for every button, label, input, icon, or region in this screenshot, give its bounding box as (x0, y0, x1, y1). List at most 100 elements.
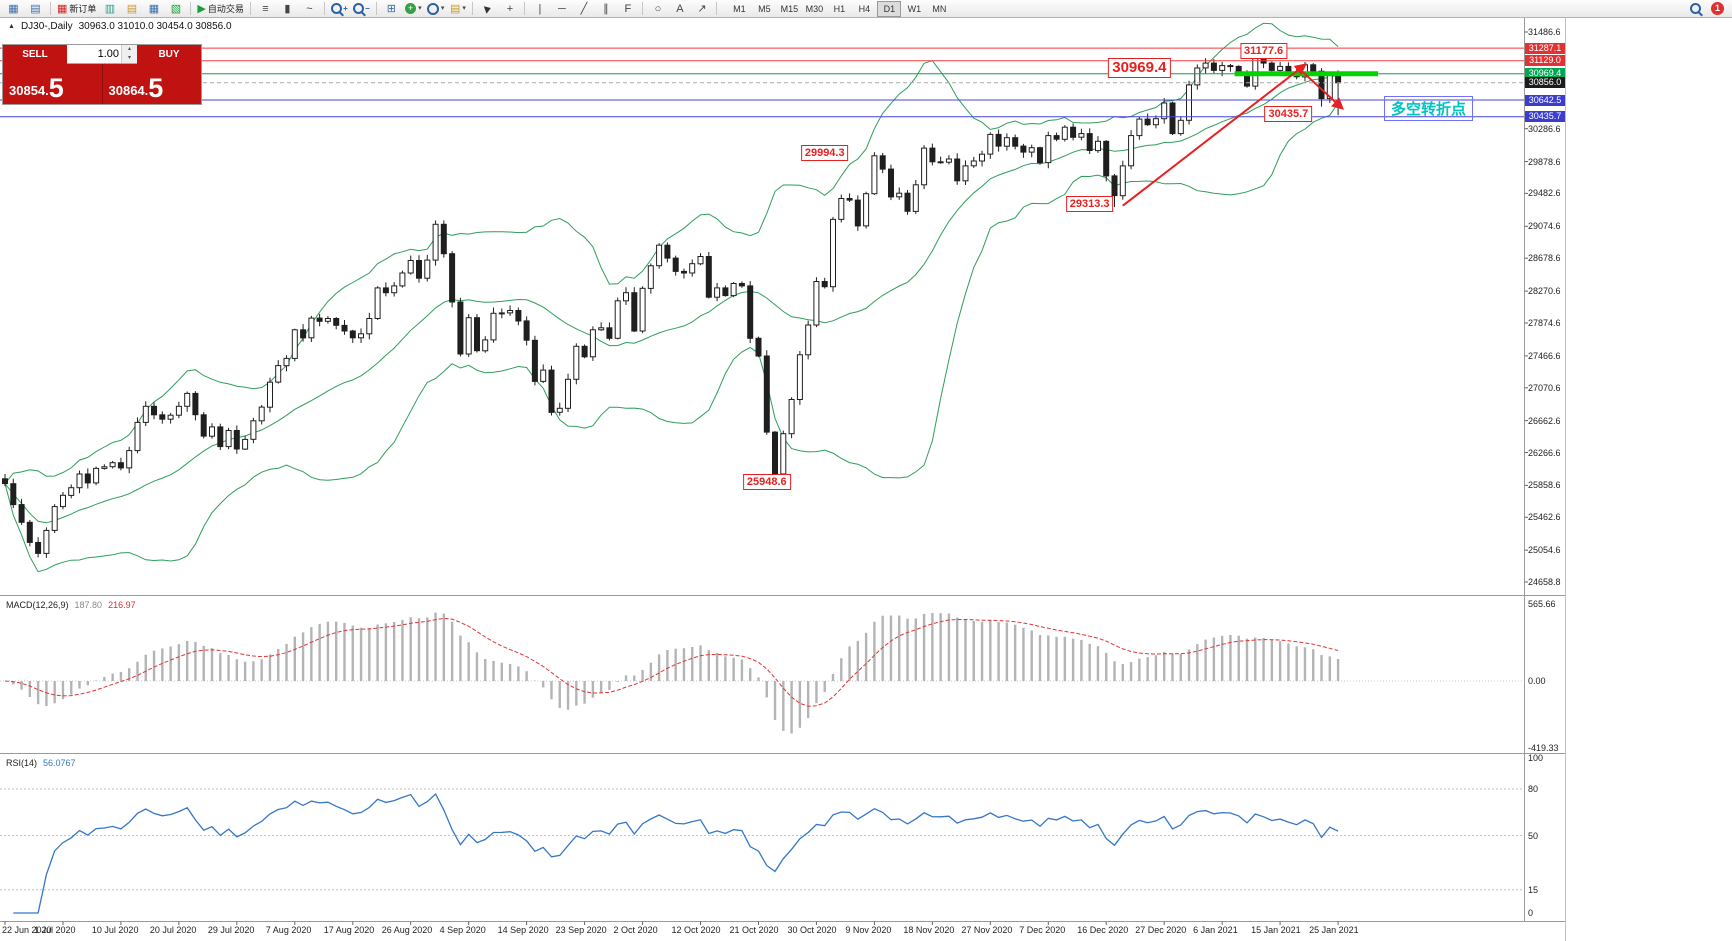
macd-header: MACD(12,26,9) 187.80 216.97 (6, 600, 136, 610)
buy-button[interactable]: 30864. 5 (103, 64, 202, 104)
zoom-out-button[interactable]: − (351, 1, 372, 16)
shapes-button[interactable]: ○ (647, 1, 668, 16)
date-label: 4 Sep 2020 (439, 925, 486, 935)
auto-trading-icon: ▶ (197, 2, 206, 15)
crosshair-icon: + (506, 2, 514, 15)
arrows-tool-button[interactable]: ↗ (691, 1, 712, 16)
crosshair-button[interactable]: + (499, 1, 520, 16)
charts-window-button[interactable]: ▦ (3, 1, 24, 16)
date-label: 2 Oct 2020 (613, 925, 658, 935)
timeframe-button-mn[interactable]: MN (932, 3, 947, 14)
zoom-in-button[interactable]: + (329, 1, 350, 16)
main-toolbar: ▦ ▤ ▦ 新订单 ▥ ▤ ▦ ▧ ▶ 自动交易 ≡ ▮ ~ + − ⊞ + ▾ ▾ … (0, 0, 1732, 18)
price-tick-label: 27070.6 (1528, 382, 1561, 393)
trend-line[interactable] (1296, 65, 1344, 110)
price-tag: 30642.5 (1525, 94, 1565, 106)
price-annotation[interactable]: 31177.6 (1239, 43, 1288, 60)
new-order-button[interactable]: ▦ 新订单 (55, 1, 98, 16)
fibonacci-button[interactable]: F (617, 1, 638, 16)
bar-chart-button[interactable]: ≡ (255, 1, 276, 16)
timeframe-button-m5[interactable]: M5 (758, 3, 771, 14)
timeframe-button-m30[interactable]: M30 (805, 3, 824, 14)
rsi-scale-label: 0 (1528, 908, 1534, 918)
new-order-label: 新订单 (69, 4, 97, 14)
vertical-line-button[interactable]: | (529, 1, 550, 16)
timeframe-button-m1[interactable]: M1 (733, 3, 746, 14)
templates-icon: ▤ (449, 2, 461, 15)
timeframe-button-h4[interactable]: H4 (858, 3, 871, 14)
price-tag: 31129.0 (1525, 55, 1565, 67)
horizontal-line-button[interactable]: ─ (551, 1, 572, 16)
notification-badge[interactable]: 1 (1711, 2, 1724, 15)
callout-box[interactable]: 多空转折点 (1384, 96, 1474, 121)
price-tag: 31287.1 (1525, 42, 1565, 54)
tile-windows-button[interactable]: ⊞ (381, 1, 402, 16)
text-tool-button[interactable]: A (669, 1, 690, 16)
price-tick-label: 25462.6 (1528, 512, 1561, 523)
price-tick-label: 24658.8 (1528, 577, 1561, 588)
cursor-button[interactable] (477, 1, 498, 16)
price-tick-label: 29878.6 (1528, 156, 1561, 167)
auto-trading-button[interactable]: ▶ 自动交易 (195, 1, 245, 16)
timeframe-button-h1[interactable]: H1 (833, 3, 846, 14)
rsi-label: RSI(14) (6, 758, 38, 768)
rsi-scale-label: 50 (1528, 830, 1539, 841)
templates-button[interactable]: ▤ ▾ (447, 1, 468, 16)
rsi-scale-label: 15 (1528, 884, 1539, 895)
callout-text: 多空转折点 (1391, 101, 1467, 118)
date-label: 23 Sep 2020 (555, 925, 607, 935)
trend-line[interactable] (1122, 63, 1307, 207)
timeframe-button-d1[interactable]: D1 (877, 0, 902, 17)
rsi-panel[interactable] (0, 788, 1524, 914)
chart-window-icon: ▦ (8, 2, 19, 15)
volume-up-button[interactable]: ▴ (122, 45, 137, 54)
arrow-icon: ↗ (697, 2, 707, 15)
sell-button[interactable]: 30854. 5 (3, 64, 103, 104)
price-annotation[interactable]: 29313.3 (1065, 196, 1114, 213)
toolbar-right-group: 1 (1685, 1, 1729, 16)
collapse-marker-icon[interactable]: ▲ (8, 23, 15, 30)
indicator-list-button[interactable]: ▾ (425, 1, 447, 16)
indicators-button[interactable]: + ▾ (403, 1, 424, 16)
channel-button[interactable]: ∥ (595, 1, 616, 16)
candlestick-chart-button[interactable]: ▮ (277, 1, 298, 16)
buy-label: BUY (137, 45, 201, 64)
chevron-down-icon: ▾ (462, 4, 466, 12)
data-window-button[interactable]: ▤ (121, 1, 142, 16)
price-annotation[interactable]: 25948.6 (742, 474, 791, 491)
line-chart-icon: ~ (306, 2, 313, 15)
price-annotation[interactable]: 30435.7 (1264, 105, 1313, 122)
date-label: 16 Dec 2020 (1077, 925, 1129, 935)
price-tick-label: 31486.6 (1528, 27, 1561, 37)
trendline-button[interactable]: ╱ (573, 1, 594, 16)
date-label: 7 Dec 2020 (1019, 925, 1066, 935)
navigator-button[interactable]: ▦ (143, 1, 164, 16)
market-watch-button[interactable]: ▥ (99, 1, 120, 16)
zoom-out-icon (353, 3, 365, 14)
volume-input[interactable] (67, 45, 121, 63)
macd-panel[interactable] (0, 612, 1524, 734)
search-button[interactable] (1685, 1, 1706, 16)
new-order-icon: ▦ (57, 2, 68, 15)
timeframe-button-m15[interactable]: M15 (780, 3, 799, 14)
price-tick-label: 27466.6 (1528, 350, 1561, 361)
price-annotation[interactable]: 30969.4 (1108, 57, 1171, 78)
volume-down-button[interactable]: ▾ (122, 54, 137, 63)
profile-window-button[interactable]: ▤ (25, 1, 46, 16)
timeframe-button-w1[interactable]: W1 (907, 3, 922, 14)
price-annotation[interactable]: 29994.3 (800, 144, 849, 161)
candlestick-chart-icon: ▮ (284, 2, 291, 15)
line-chart-button[interactable]: ~ (299, 1, 320, 16)
terminal-button[interactable]: ▧ (165, 1, 186, 16)
price-tag: 30856.0 (1525, 77, 1565, 89)
price-tick-label: 29074.6 (1528, 221, 1561, 232)
price-tag: 30969.4 (1525, 68, 1565, 80)
price-tick-label: 28678.6 (1528, 253, 1561, 264)
price-tick-label: 27874.6 (1528, 317, 1561, 328)
terminal-icon: ▧ (170, 2, 182, 15)
sell-label: SELL (3, 45, 67, 64)
main-chart-panel[interactable] (0, 22, 1524, 573)
date-label: 18 Nov 2020 (903, 925, 955, 935)
date-label: 17 Aug 2020 (323, 925, 375, 935)
